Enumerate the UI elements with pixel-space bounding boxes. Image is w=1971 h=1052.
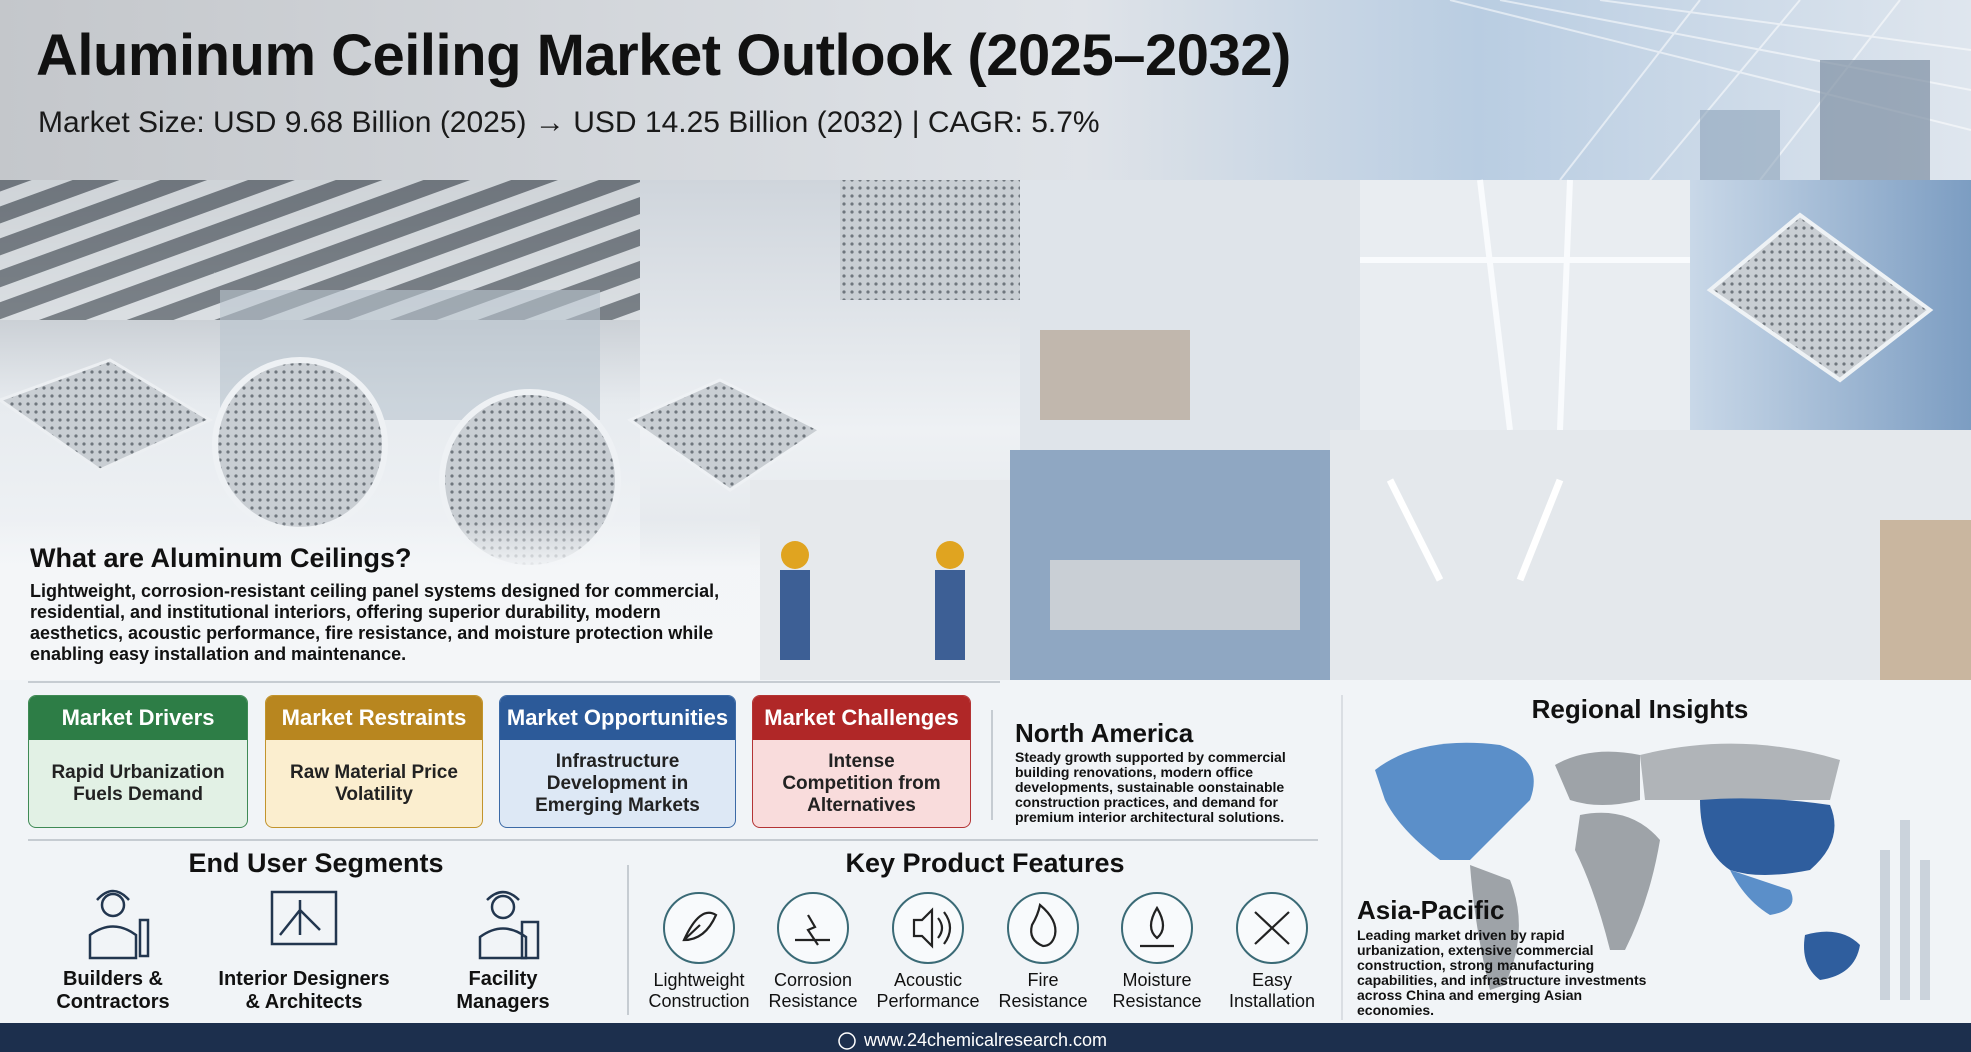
factor-text: Rapid Urbanization Fuels Demand [51,761,225,805]
region-text: Leading market driven by rapid urbanizat… [1357,927,1647,1018]
factor-card: Market Challenges Intense Competition fro… [752,695,971,828]
feature-label: Fire Resistance [998,970,1088,1011]
feature-label: Moisture Resistance [1112,970,1202,1011]
factor-text: Raw Material Price Volatility [290,761,458,805]
factor-text: Infrastructure Development in Emerging M… [535,750,700,816]
region-name: North America [1015,718,1194,748]
region-text: Steady growth supported by commercial bu… [1015,749,1286,825]
segment-label: Interior Designers & Architects [218,968,390,1013]
feature-icons [663,892,1308,964]
region-name: Asia-Pacific [1357,895,1505,925]
section-title: End User Segments [188,848,444,878]
world-map [1375,742,1930,1000]
segment-icons [88,889,540,960]
segment-label: Builders & Contractors [56,968,170,1013]
regions-title: Regional Insights [1531,694,1749,724]
feature-label: Easy Installation [1228,970,1316,1011]
factor-card: Market Opportunities Infrastructure Devel… [499,695,736,828]
section-title: Key Product Features [845,848,1125,878]
title: Aluminum Ceiling Market Outlook (2025–20… [36,23,1291,88]
intro-heading: What are Aluminum Ceilings? [30,543,412,573]
factor-text: Intense Competition from Alternatives [782,750,941,816]
factor-title: Market Drivers [29,696,247,740]
subtitle: Market Size: USD 9.68 Billion (2025) → U… [38,106,1100,139]
feature-label: Corrosion Resistance [768,970,858,1011]
factor-title: Market Challenges [753,696,970,740]
segment-label: Facility Managers [456,968,550,1013]
footer-url: www.24chemicalresearch.com [863,1030,1108,1050]
factor-title: Market Restraints [266,696,482,740]
feature-label: Acoustic Performance [876,970,980,1011]
factor-card: Market Drivers Rapid Urbanization Fuels D… [28,695,248,828]
factor-card: Market Restraints Raw Material Price Vola… [265,695,483,828]
feature-label: Lightweight Construction [648,970,750,1011]
factor-title: Market Opportunities [500,696,735,740]
intro-text: Lightweight, corrosion-resistant ceiling… [30,581,720,664]
